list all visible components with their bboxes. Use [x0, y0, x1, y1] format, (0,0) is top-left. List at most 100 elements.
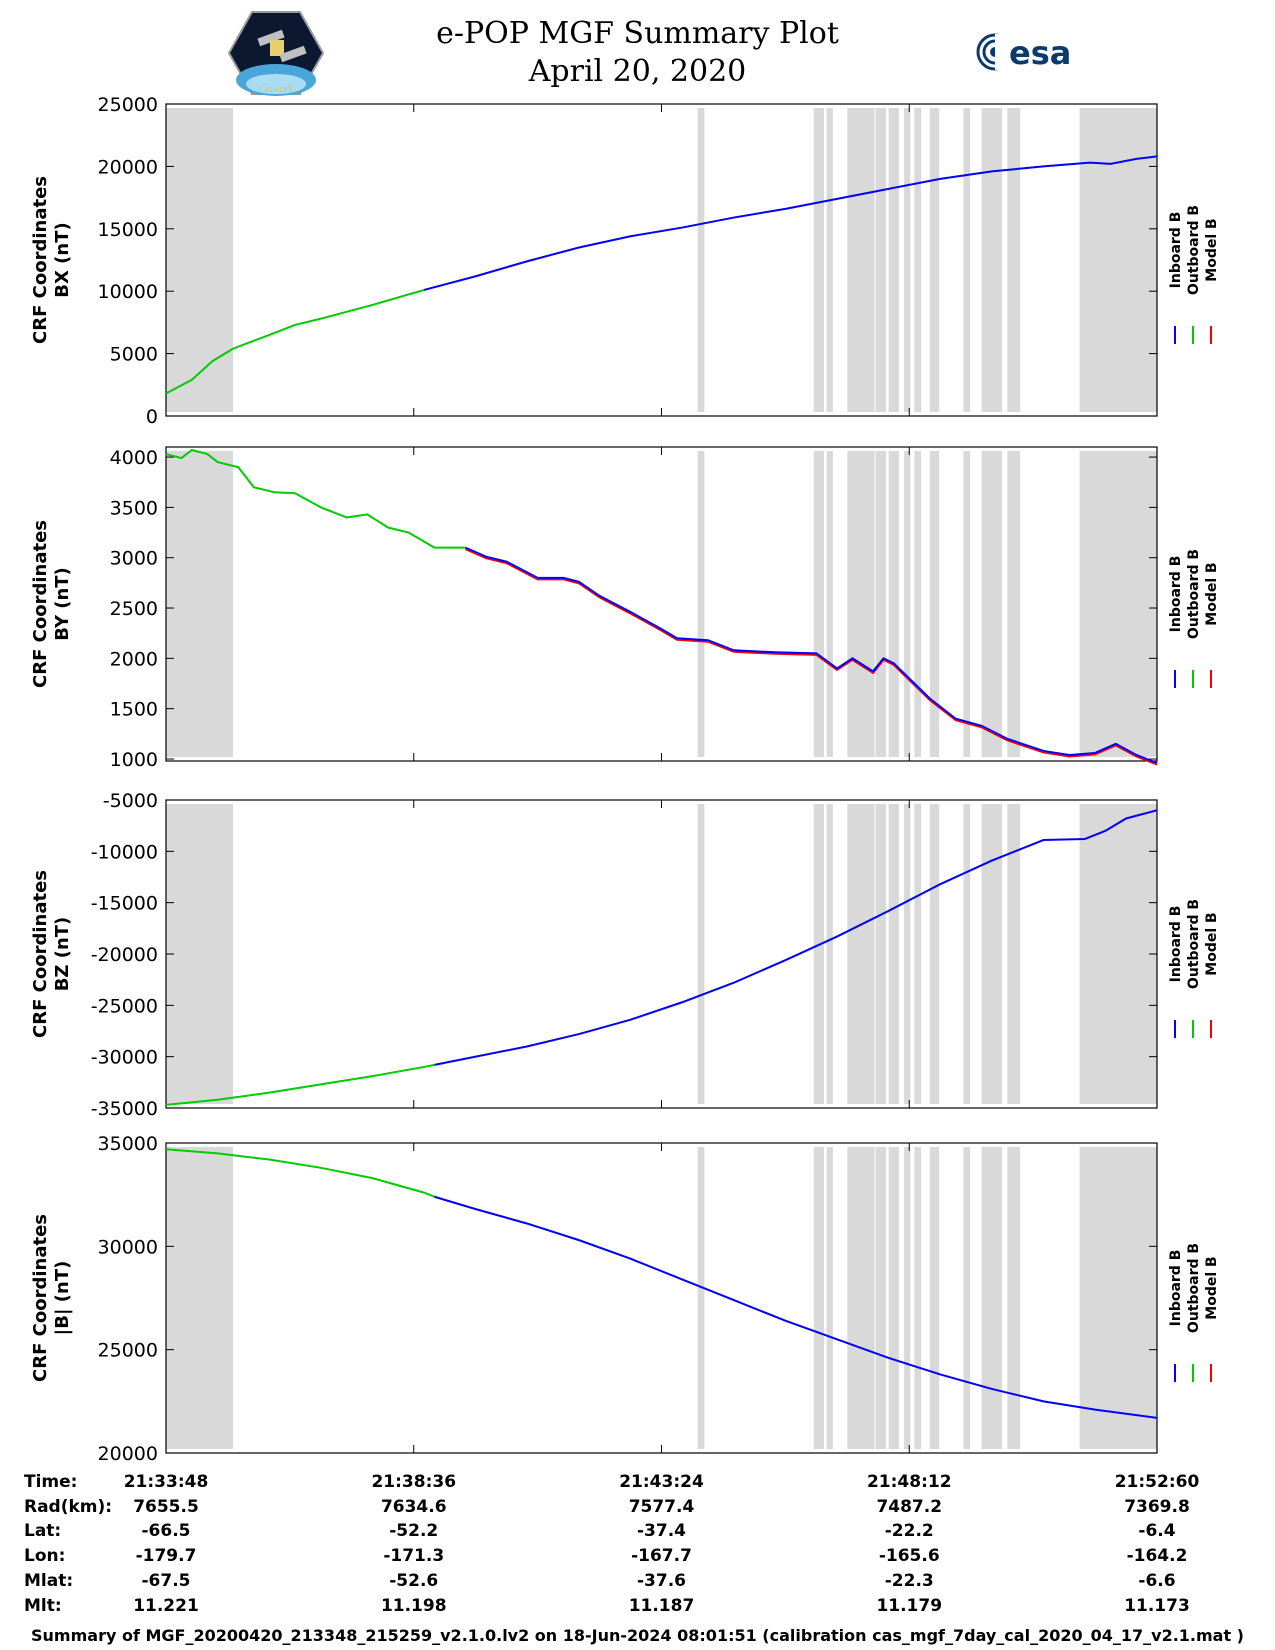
data-gap-band: [1007, 804, 1021, 1104]
legend-label: Outboard B: [1186, 899, 1202, 989]
legend-label: Outboard B: [1186, 549, 1202, 639]
outboard-b-line: [165, 448, 466, 549]
data-gap-band: [813, 108, 825, 412]
data-gap-band: [697, 1147, 705, 1449]
y-tick-label: 30000: [98, 1236, 158, 1258]
data-gap-band: [166, 804, 234, 1104]
data-gap-band: [929, 451, 940, 757]
table-cell: -6.4: [1138, 1521, 1175, 1541]
data-gap-band: [963, 451, 971, 757]
data-gap-band: [981, 804, 1003, 1104]
table-cell: -67.5: [142, 1571, 191, 1591]
data-gap-band: [963, 108, 971, 412]
esa-logo: esa: [976, 33, 1071, 72]
data-gap-band: [1079, 108, 1157, 412]
svg-text:CASSIOPE: CASSIOPE: [259, 86, 294, 94]
table-cell: -6.6: [1138, 1571, 1175, 1591]
legend-label: Inboard B: [1168, 1250, 1184, 1327]
data-gap-band: [888, 451, 899, 757]
table-cell: -22.2: [885, 1521, 934, 1541]
y-tick-label: 2500: [110, 598, 158, 620]
legend-label: Model B: [1204, 218, 1220, 281]
y-axis-label: CRF CoordinatesBZ (nT): [30, 870, 73, 1038]
data-gap-band: [929, 804, 940, 1104]
svg-text:esa: esa: [1009, 34, 1071, 72]
table-cell: -167.7: [631, 1546, 692, 1566]
table-row-label: Time:: [24, 1472, 77, 1492]
y-axis-label: CRF Coordinates|B| (nT): [30, 1214, 73, 1382]
legend-label: Inboard B: [1168, 906, 1184, 983]
y-tick-label: -20000: [91, 944, 158, 966]
y-tick-label: -30000: [91, 1047, 158, 1069]
data-gap-band: [826, 1147, 833, 1449]
y-axis-label: CRF CoordinatesBY (nT): [30, 520, 73, 688]
data-gap-band: [888, 1147, 899, 1449]
y-tick-label: 3000: [110, 548, 158, 570]
y-tick-label: 3500: [110, 497, 158, 519]
data-gap-band: [847, 1147, 875, 1449]
panel-bz: -35000 -30000 -25000 -20000 -15000 -10000 -500…: [30, 790, 1220, 1120]
data-gap-band: [813, 451, 825, 757]
y-tick-label: -35000: [91, 1098, 158, 1120]
table-cell: 11.221: [133, 1596, 199, 1616]
table-cell: 11.198: [381, 1596, 447, 1616]
data-gap-band: [914, 108, 922, 412]
inboard-b-line: [434, 1195, 1158, 1419]
y-tick-label: 20000: [98, 1443, 158, 1465]
data-gap-band: [813, 804, 825, 1104]
data-gap-band: [929, 108, 940, 412]
table-cell: 21:33:48: [124, 1472, 209, 1492]
data-gap-band: [929, 1147, 940, 1449]
y-tick-label: -15000: [91, 893, 158, 915]
data-gap-band: [888, 108, 899, 412]
data-gap-band: [1079, 804, 1157, 1104]
y-tick-label: 15000: [98, 219, 158, 241]
data-gap-band: [166, 108, 234, 412]
data-gap-band: [914, 1147, 922, 1449]
legend-label: Model B: [1204, 562, 1220, 625]
data-gap-band: [904, 451, 911, 757]
data-gap-band: [888, 804, 899, 1104]
data-gap-band: [875, 804, 887, 1104]
y-tick-label: 1500: [110, 699, 158, 721]
y-tick-label: 5000: [110, 344, 158, 366]
data-gap-band: [875, 1147, 887, 1449]
data-gap-band: [826, 804, 833, 1104]
data-gap-band: [963, 1147, 971, 1449]
outboard-b-line: [165, 1063, 435, 1106]
outboard-b-line: [165, 288, 425, 395]
table-cell: -66.5: [142, 1521, 191, 1541]
y-tick-label: 4000: [110, 447, 158, 469]
y-tick-label: 20000: [98, 156, 158, 178]
data-gap-band: [875, 451, 887, 757]
data-gap-band: [1007, 1147, 1021, 1449]
legend-label: Outboard B: [1186, 205, 1202, 295]
y-tick-label: 0: [146, 406, 158, 428]
y-tick-label: 35000: [98, 1133, 158, 1155]
data-gap-band: [1079, 1147, 1157, 1449]
data-gap-band: [904, 108, 911, 412]
data-gap-band: [826, 451, 833, 757]
table-row-label: Mlat:: [24, 1571, 73, 1591]
inboard-b-line: [423, 155, 1158, 291]
data-gap-band: [914, 451, 922, 757]
table-cell: -171.3: [383, 1546, 444, 1566]
table-cell: -165.6: [879, 1546, 940, 1566]
table-row-label: Lon:: [24, 1546, 65, 1566]
table-cell: -164.2: [1127, 1546, 1188, 1566]
table-cell: 21:38:36: [371, 1472, 456, 1492]
outboard-b-line: [165, 1148, 435, 1198]
panel-by: 1000 1500 2000 2500 3000 3500 4000 CRF Coordina…: [30, 446, 1220, 771]
legend-label: Model B: [1204, 912, 1220, 975]
cassiope-logo: CASSIOPE: [228, 11, 324, 96]
table-cell: 7655.5: [133, 1497, 199, 1517]
data-gap-band: [981, 451, 1003, 757]
table-cell: 21:48:12: [867, 1472, 952, 1492]
panel-bx: 0 5000 10000 15000 20000 25000 CRF Coordinates…: [30, 94, 1220, 428]
data-gap-band: [981, 108, 1003, 412]
data-gap-band: [981, 1147, 1003, 1449]
table-cell: 21:52:60: [1115, 1472, 1200, 1492]
y-tick-label: 25000: [98, 1340, 158, 1362]
inboard-b-line: [434, 809, 1158, 1066]
table-cell: -37.4: [637, 1521, 686, 1541]
